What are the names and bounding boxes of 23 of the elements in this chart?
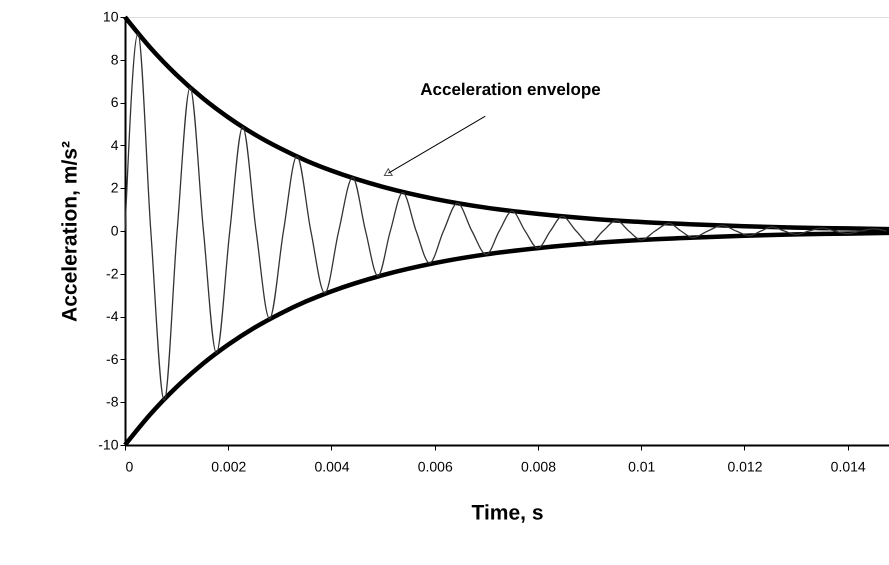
line-series — [124, 33, 888, 401]
y-tick-label: 10 — [102, 8, 119, 24]
y-tick-label: -4 — [106, 308, 119, 324]
y-tick-label: 2 — [110, 180, 119, 196]
y-tick-label: -8 — [106, 394, 119, 410]
x-tick-label: 0.006 — [418, 458, 453, 474]
x-tick-label: 0.01 — [628, 458, 656, 474]
y-tick-label: 0 — [110, 222, 119, 238]
y-tick-label: 4 — [110, 136, 119, 153]
y-tick-label: -6 — [106, 350, 119, 367]
y-tick-label: 8 — [110, 51, 119, 68]
x-tick-label: 0.002 — [211, 458, 246, 474]
x-tick-label: 0 — [126, 458, 134, 474]
x-tick-label: 0.012 — [727, 458, 763, 474]
x-axis-title: Time, s — [472, 502, 544, 524]
x-tick-label: 0.014 — [830, 458, 866, 474]
x-tick-label: 0.008 — [520, 458, 556, 474]
x-tick-label: 0.004 — [314, 458, 350, 474]
annotation: Acceleration envelope — [420, 80, 601, 100]
y-axis-title: Acceleration, m/s² — [58, 141, 82, 322]
y-tick-label: 6 — [110, 94, 119, 110]
y-tick-label: -10 — [98, 436, 119, 452]
y-tick-label: -2 — [106, 265, 119, 282]
